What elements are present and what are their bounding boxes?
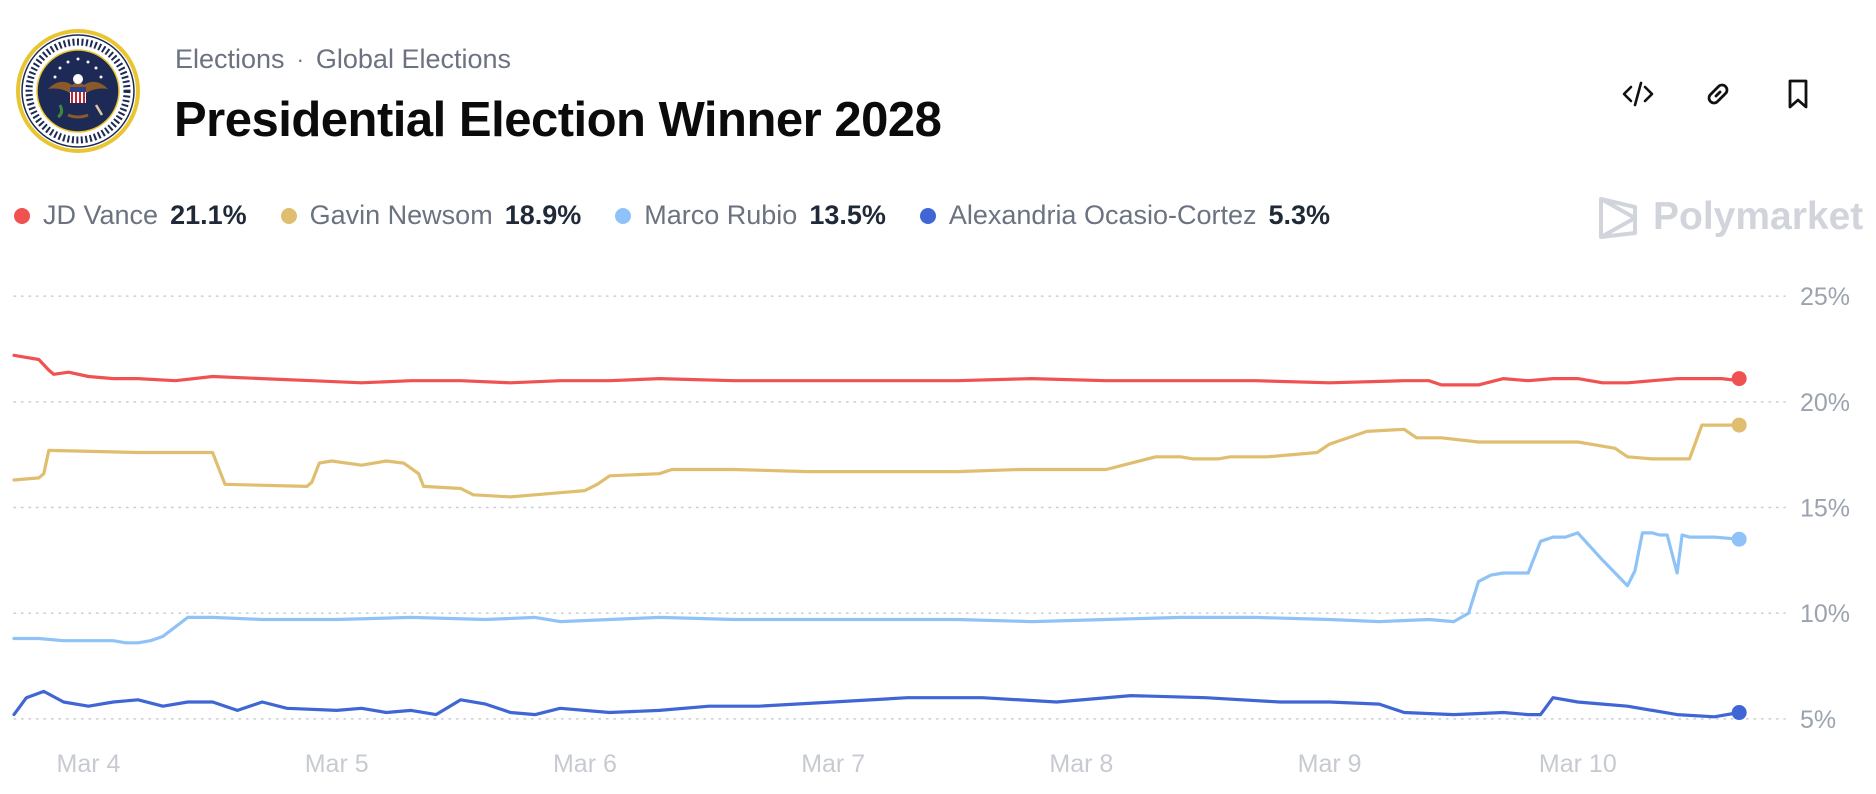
x-tick-label: Mar 10 [1539,750,1617,778]
breadcrumb-elections[interactable]: Elections [175,44,285,74]
y-tick-label: 20% [1800,389,1850,417]
legend-dot [919,207,936,224]
x-tick-label: Mar 8 [1049,750,1113,778]
x-tick-label: Mar 6 [553,750,617,778]
series-line-gavin-newsom[interactable] [12,423,1741,499]
polymarket-wordmark: Polymarket [1653,195,1864,238]
legend-value: 5.3% [1268,200,1331,230]
series-endpoint-gavin-newsom [1731,417,1747,433]
x-tick-label: Mar 9 [1298,750,1362,778]
legend-item-gavin-newsom[interactable]: Gavin Newsom 18.9% [280,200,582,231]
series-line-marco-rubio[interactable] [12,531,1741,645]
polymarket-logo-icon [1599,197,1637,239]
embed-code-icon [1622,81,1654,107]
chart-series [12,353,1747,721]
x-tick-label: Mar 7 [801,750,865,778]
bookmark-icon [1788,79,1808,109]
series-line-jd-vance[interactable] [12,353,1741,387]
chart-gridlines [13,295,1786,720]
page-title: Presidential Election Winner 2028 [174,93,942,147]
legend-name: JD Vance [43,200,159,230]
y-tick-label: 25% [1800,283,1850,311]
x-tick-label: Mar 5 [305,750,369,778]
y-tick-label: 10% [1800,600,1850,628]
chart-legend: JD Vance 21.1% Gavin Newsom 18.9% Marco … [14,200,1364,231]
y-tick-label: 15% [1800,495,1850,523]
series-line-aoc[interactable] [12,689,1741,719]
legend-item-aoc[interactable]: Alexandria Ocasio-Cortez 5.3% [919,200,1331,231]
market-seal-logo [14,27,142,155]
y-axis: 5% 10% 15% 20% 25% [1800,283,1850,734]
legend-item-marco-rubio[interactable]: Marco Rubio 13.5% [615,200,886,231]
breadcrumb: Elections · Global Elections [175,44,511,75]
legend-item-jd-vance[interactable]: JD Vance 21.1% [14,200,247,231]
series-endpoint-marco-rubio [1731,531,1747,547]
legend-value: 21.1% [170,200,247,230]
polymarket-brand: Polymarket [1597,193,1863,241]
series-endpoint-aoc [1731,705,1747,721]
y-tick-label: 5% [1800,706,1836,734]
legend-dot [615,207,632,224]
x-axis: Mar 4 Mar 5 Mar 6 Mar 7 Mar 8 Mar 9 Mar 10 [57,750,1617,778]
legend-dot [14,207,30,224]
series-endpoint-jd-vance [1731,371,1747,387]
legend-dot [280,207,297,224]
link-icon [1707,83,1729,105]
breadcrumb-separator: · [296,46,304,72]
header-actions [1616,72,1876,116]
breadcrumb-global-elections[interactable]: Global Elections [315,44,511,74]
copy-link-button[interactable] [1696,72,1740,116]
legend-name: Alexandria Ocasio-Cortez [948,200,1257,230]
bookmark-button[interactable] [1776,72,1820,116]
legend-name: Gavin Newsom [309,200,493,230]
legend-value: 18.9% [504,200,582,230]
x-tick-label: Mar 4 [57,750,121,778]
legend-name: Marco Rubio [644,200,798,230]
embed-code-button[interactable] [1616,72,1660,116]
legend-value: 13.5% [809,200,886,230]
